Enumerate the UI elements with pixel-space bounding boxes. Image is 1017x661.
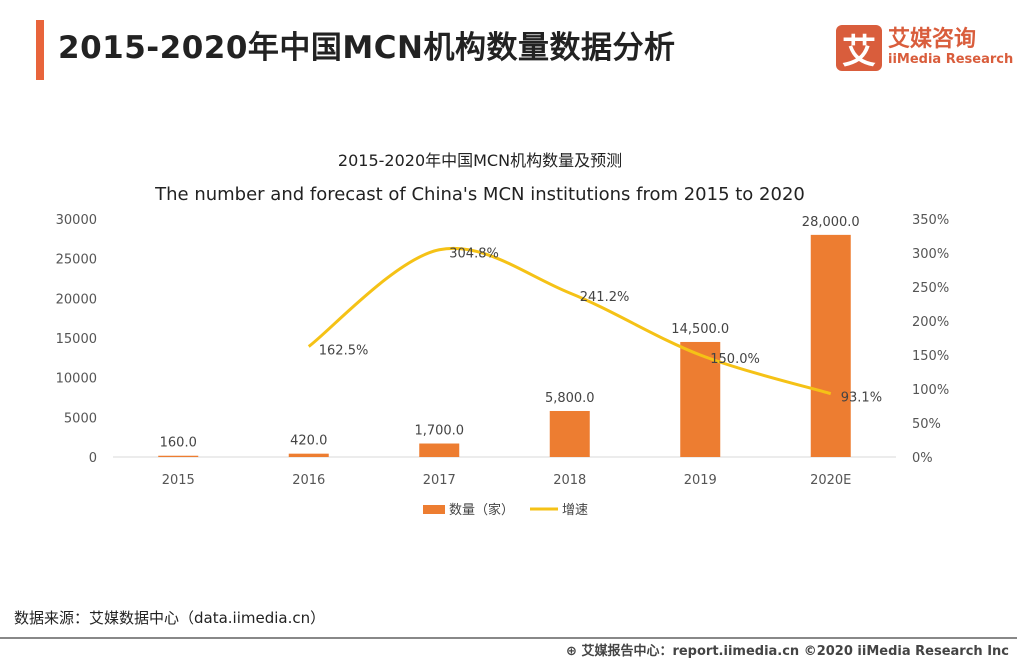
footer-divider: [0, 637, 1017, 639]
line-label: 93.1%: [841, 391, 882, 406]
line-label: 241.2%: [580, 290, 630, 305]
legend-bar-label: 数量（家）: [449, 502, 514, 518]
footer-text: ⊕ 艾媒报告中心：report.iimedia.cn ©2020 iiMedia…: [566, 644, 1009, 659]
line-label: 304.8%: [449, 247, 499, 262]
x-tick: 2015: [162, 473, 195, 488]
y-left-tick: 30000: [56, 213, 97, 228]
bar: [810, 234, 851, 457]
y-right-tick: 350%: [912, 213, 949, 228]
title-accent-bar: [36, 20, 44, 80]
bar: [158, 455, 199, 457]
y-left-tick: 10000: [56, 372, 97, 387]
logo-cn: 艾媒咨询: [888, 27, 977, 52]
x-tick: 2016: [292, 473, 325, 488]
bar-label: 5,800.0: [545, 391, 595, 406]
legend-bar-swatch: [423, 505, 445, 514]
growth-line: [307, 246, 832, 396]
y-right-tick: 150%: [912, 349, 949, 364]
bar-label: 14,500.0: [671, 322, 729, 337]
bar: [549, 410, 590, 457]
bar: [419, 443, 460, 457]
x-tick: 2019: [684, 473, 717, 488]
y-left-tick: 5000: [64, 411, 97, 426]
iimedia-logo: 艾 艾媒咨询 iiMedia Research: [836, 25, 1014, 72]
data-source: 数据来源：艾媒数据中心（data.iimedia.cn）: [14, 609, 326, 627]
footer-label: 艾媒报告中心：report.iimedia.cn ©2020 iiMedia R…: [581, 644, 1009, 659]
bar-label: 28,000.0: [802, 215, 860, 230]
y-right-tick: 300%: [912, 247, 949, 262]
legend-line-label: 增速: [562, 503, 588, 518]
bar: [288, 453, 329, 457]
x-tick: 2020E: [810, 473, 851, 488]
bar-label: 420.0: [290, 434, 327, 449]
chart-title: 2015-2020年中国MCN机构数量及预测: [338, 151, 622, 170]
y-left-tick: 20000: [56, 292, 97, 307]
bar-label: 1,700.0: [414, 424, 464, 439]
line-label: 162.5%: [319, 344, 369, 359]
chart-subtitle: The number and forecast of China's MCN i…: [154, 184, 805, 205]
y-right-tick: 200%: [912, 315, 949, 330]
x-tick: 2018: [553, 473, 586, 488]
y-right-tick: 250%: [912, 281, 949, 296]
page-title: 2015-2020年中国MCN机构数量数据分析: [58, 30, 676, 66]
y-right-tick: 100%: [912, 383, 949, 398]
x-tick: 2017: [423, 473, 456, 488]
y-left-tick: 25000: [56, 253, 97, 268]
logo-en: iiMedia Research: [888, 52, 1014, 67]
line-label: 150.0%: [710, 352, 760, 367]
y-right-tick: 0%: [912, 451, 933, 466]
logo-mark: 艾: [836, 25, 882, 72]
y-left-tick: 0: [89, 451, 97, 466]
y-left-tick: 15000: [56, 332, 97, 347]
y-right-tick: 50%: [912, 417, 941, 432]
bar-label: 160.0: [160, 436, 197, 451]
